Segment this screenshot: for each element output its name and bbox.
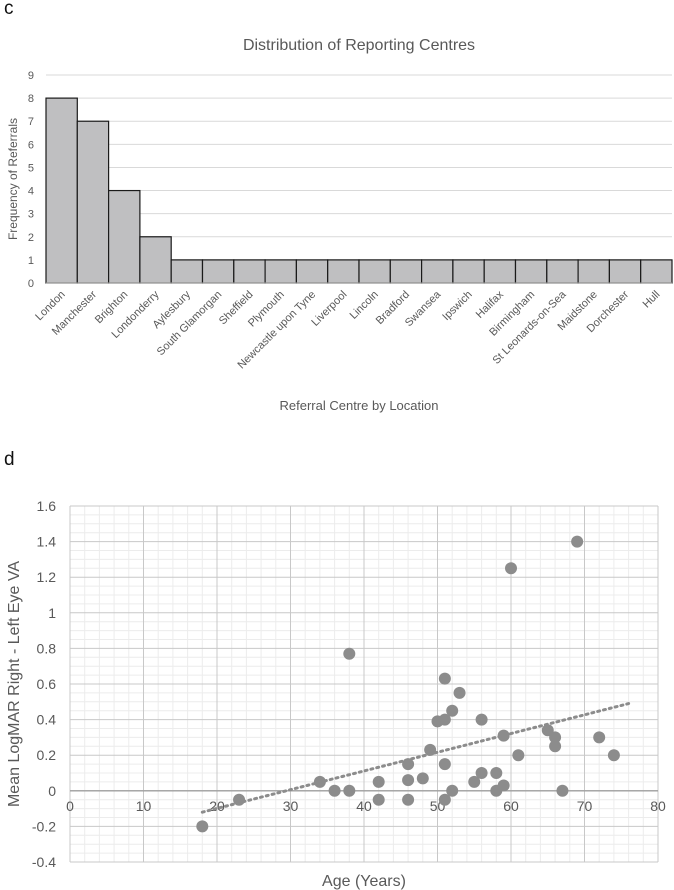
y-tick-label: 8 bbox=[28, 93, 34, 105]
y-tick-label: 0 bbox=[48, 783, 56, 799]
x-axis-label: Referral Centre by Location bbox=[280, 398, 439, 413]
bar-sheffield bbox=[233, 259, 266, 284]
data-point bbox=[313, 775, 326, 788]
bar-south-glamorgan bbox=[201, 259, 235, 284]
data-point bbox=[424, 743, 437, 756]
bar-maidstone bbox=[577, 259, 610, 284]
bar-brighton bbox=[107, 189, 141, 284]
bar-liverpool bbox=[327, 259, 360, 284]
y-tick-label: 1.6 bbox=[37, 498, 57, 514]
x-tick-label: 10 bbox=[136, 798, 152, 814]
x-tick-label: 40 bbox=[356, 798, 372, 814]
data-point bbox=[446, 704, 459, 717]
data-point bbox=[593, 731, 606, 744]
data-point bbox=[438, 672, 451, 685]
y-tick-label: 5 bbox=[28, 162, 34, 174]
chart-title: Distribution of Reporting Centres bbox=[243, 37, 475, 54]
data-point bbox=[402, 758, 415, 771]
data-point bbox=[438, 713, 451, 726]
bar-ipswich bbox=[452, 259, 485, 284]
x-tick-label: 60 bbox=[503, 798, 519, 814]
bar-hull bbox=[640, 259, 673, 284]
data-point bbox=[497, 779, 510, 792]
y-tick-label: 1 bbox=[28, 255, 34, 267]
data-point bbox=[453, 686, 466, 699]
linear-trendline bbox=[200, 702, 631, 814]
data-point bbox=[438, 758, 451, 771]
bar-birmingham bbox=[514, 259, 548, 284]
y-tick-label: 1.2 bbox=[37, 569, 57, 585]
data-point bbox=[372, 775, 385, 788]
x-tick-label: Ipswich bbox=[440, 289, 474, 323]
y-tick-label: 0.4 bbox=[37, 712, 57, 728]
data-point bbox=[490, 767, 503, 779]
bar-london bbox=[45, 97, 78, 284]
bar-manchester bbox=[76, 120, 110, 284]
y-tick-label: 0.6 bbox=[37, 676, 57, 692]
bar-lincoln bbox=[358, 259, 391, 284]
panel-label-c: c bbox=[4, 0, 14, 19]
y-tick-label: -0.2 bbox=[32, 818, 56, 834]
data-point bbox=[233, 793, 246, 806]
bar-plymouth bbox=[264, 259, 298, 284]
data-point bbox=[571, 535, 584, 548]
y-axis-label: Mean LogMAR Right - Left Eye VA bbox=[6, 561, 23, 807]
data-point bbox=[402, 774, 415, 787]
y-tick-label: 0 bbox=[28, 278, 34, 290]
bar-st-leonards-on-sea bbox=[546, 259, 579, 284]
y-tick-label: 0.8 bbox=[37, 640, 57, 656]
x-tick-label: 70 bbox=[577, 798, 593, 814]
bar-dorchester bbox=[608, 259, 642, 284]
y-tick-label: -0.4 bbox=[32, 854, 56, 870]
bar-halifax bbox=[483, 259, 517, 284]
data-point bbox=[372, 793, 385, 806]
y-tick-label: 4 bbox=[28, 186, 34, 198]
bar-bradford bbox=[389, 259, 423, 284]
y-tick-label: 2 bbox=[28, 232, 34, 244]
y-axis-label: Frequency of Referrals bbox=[6, 118, 20, 240]
data-point bbox=[505, 562, 517, 575]
data-point bbox=[556, 784, 569, 797]
data-point bbox=[416, 772, 429, 785]
bar-swansea bbox=[421, 259, 454, 284]
scatter-chart-age-logmar: -0.4 -0.2 0 0.2 0.4 0.6 0.8 1 1.2 1.4 1.6 0 10 20 30 40… bbox=[6, 498, 666, 890]
y-tick-label: 1 bbox=[48, 605, 56, 621]
x-tick-label: Hull bbox=[641, 289, 663, 311]
bar-chart-reporting-centres: Distribution of Reporting Centres 0 1 2 3 4 5 6… bbox=[6, 37, 673, 413]
data-point bbox=[497, 729, 510, 742]
y-tick-label: 1.4 bbox=[37, 534, 57, 550]
data-point bbox=[512, 749, 525, 762]
y-tick-label: 0.2 bbox=[37, 747, 57, 763]
data-point bbox=[475, 767, 488, 779]
data-point bbox=[196, 820, 209, 833]
x-tick-label: 20 bbox=[209, 798, 225, 814]
y-tick-label: 3 bbox=[28, 209, 34, 221]
data-point bbox=[446, 784, 459, 797]
x-tick-label: 30 bbox=[283, 798, 299, 814]
y-tick-label: 7 bbox=[28, 116, 34, 128]
data-point bbox=[549, 731, 562, 744]
y-tick-label: 9 bbox=[28, 70, 34, 82]
data-point bbox=[438, 793, 451, 806]
bar-aylesbury bbox=[170, 259, 204, 284]
panel-label-d: d bbox=[4, 449, 15, 470]
data-point bbox=[475, 713, 488, 726]
data-point bbox=[328, 784, 341, 797]
y-tick-label: 6 bbox=[28, 139, 34, 151]
x-tick-label: 80 bbox=[650, 798, 666, 814]
data-point bbox=[343, 784, 356, 797]
bar-newcastle-upon-tyne bbox=[295, 259, 329, 284]
bar-londonderry bbox=[139, 236, 172, 284]
x-tick-label: 0 bbox=[66, 798, 74, 814]
data-point bbox=[468, 775, 481, 788]
data-point bbox=[402, 793, 415, 806]
data-point bbox=[607, 749, 620, 762]
data-point bbox=[343, 647, 356, 660]
data-point bbox=[549, 740, 562, 753]
x-axis-label: Age (Years) bbox=[322, 873, 406, 890]
